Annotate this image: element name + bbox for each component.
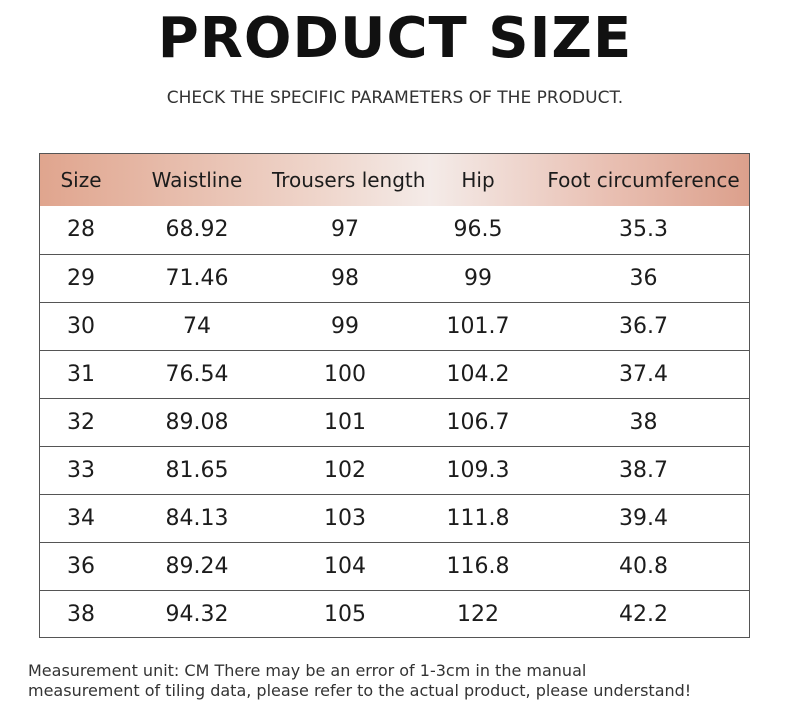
- cell-size: 28: [67, 217, 95, 243]
- measurement-note: Measurement unit: CM There may be an err…: [28, 661, 778, 701]
- column-header-trousers-length: Trousers length: [272, 168, 426, 192]
- size-table-header: Size Waistline Trousers length Hip Foot …: [40, 154, 749, 206]
- column-header-hip: Hip: [461, 168, 495, 192]
- cell-foot-circumference: 42.2: [619, 601, 668, 627]
- column-header-waistline: Waistline: [151, 168, 243, 192]
- cell-size: 32: [67, 409, 95, 435]
- cell-trousers-length: 105: [324, 601, 366, 627]
- cell-size: 34: [67, 505, 95, 531]
- cell-waistline: 89.08: [165, 409, 229, 435]
- cell-trousers-length: 102: [324, 457, 366, 483]
- cell-foot-circumference: 36.7: [619, 313, 668, 339]
- size-table-container: Size Waistline Trousers length Hip Foot …: [39, 153, 750, 638]
- cell-waistline: 76.54: [165, 361, 229, 387]
- cell-hip: 104.2: [446, 361, 510, 387]
- measurement-note-line-2: measurement of tiling data, please refer…: [28, 681, 692, 700]
- column-header-size: Size: [60, 168, 102, 192]
- cell-foot-circumference: 38: [629, 409, 658, 435]
- cell-trousers-length: 103: [324, 505, 366, 531]
- cell-size: 33: [67, 457, 95, 483]
- cell-hip: 116.8: [446, 553, 510, 579]
- cell-size: 30: [67, 313, 95, 339]
- table-row: 32 89.08 101 106.7 38: [40, 398, 749, 446]
- cell-hip: 111.8: [446, 505, 510, 531]
- table-row: 30 74 99 101.7 36.7: [40, 302, 749, 350]
- cell-waistline: 89.24: [165, 553, 229, 579]
- cell-trousers-length: 97: [331, 217, 359, 243]
- table-row: 29 71.46 98 99 36: [40, 254, 749, 302]
- table-row: 38 94.32 105 122 42.2: [40, 590, 749, 638]
- cell-hip: 109.3: [446, 457, 510, 483]
- measurement-note-line-1: Measurement unit: CM There may be an err…: [28, 661, 587, 680]
- header-row: Size Waistline Trousers length Hip Foot …: [40, 154, 749, 206]
- table-row: 36 89.24 104 116.8 40.8: [40, 542, 749, 590]
- column-header-foot-circumference: Foot circumference: [547, 168, 740, 192]
- cell-hip: 96.5: [453, 217, 503, 243]
- cell-foot-circumference: 39.4: [619, 505, 668, 531]
- cell-foot-circumference: 36: [629, 265, 658, 291]
- cell-foot-circumference: 38.7: [619, 457, 668, 483]
- cell-foot-circumference: 37.4: [619, 361, 668, 387]
- cell-size: 38: [67, 601, 95, 627]
- cell-trousers-length: 101: [324, 409, 366, 435]
- cell-size: 29: [67, 265, 95, 291]
- size-table: Size Waistline Trousers length Hip Foot …: [40, 154, 749, 638]
- cell-waistline: 94.32: [165, 601, 229, 627]
- cell-hip: 106.7: [446, 409, 510, 435]
- page-subtitle: CHECK THE SPECIFIC PARAMETERS OF THE PRO…: [166, 88, 624, 108]
- cell-size: 36: [67, 553, 95, 579]
- size-table-body: 28 68.92 97 96.5 35.3 29 71.46 98 99 36 …: [40, 206, 749, 638]
- cell-trousers-length: 100: [324, 361, 366, 387]
- cell-hip: 122: [457, 601, 499, 627]
- cell-hip: 101.7: [446, 313, 510, 339]
- cell-trousers-length: 104: [324, 553, 366, 579]
- cell-hip: 99: [464, 265, 492, 291]
- cell-waistline: 68.92: [165, 217, 229, 243]
- cell-waistline: 74: [183, 313, 211, 339]
- cell-waistline: 81.65: [165, 457, 229, 483]
- cell-trousers-length: 98: [331, 265, 359, 291]
- table-row: 31 76.54 100 104.2 37.4: [40, 350, 749, 398]
- cell-waistline: 84.13: [165, 505, 229, 531]
- cell-foot-circumference: 40.8: [619, 553, 668, 579]
- table-row: 34 84.13 103 111.8 39.4: [40, 494, 749, 542]
- cell-waistline: 71.46: [165, 265, 229, 291]
- table-row: 28 68.92 97 96.5 35.3: [40, 206, 749, 254]
- cell-size: 31: [67, 361, 95, 387]
- cell-trousers-length: 99: [331, 313, 359, 339]
- page-title: PRODUCT SIZE: [157, 6, 633, 71]
- cell-foot-circumference: 35.3: [619, 217, 668, 243]
- table-row: 33 81.65 102 109.3 38.7: [40, 446, 749, 494]
